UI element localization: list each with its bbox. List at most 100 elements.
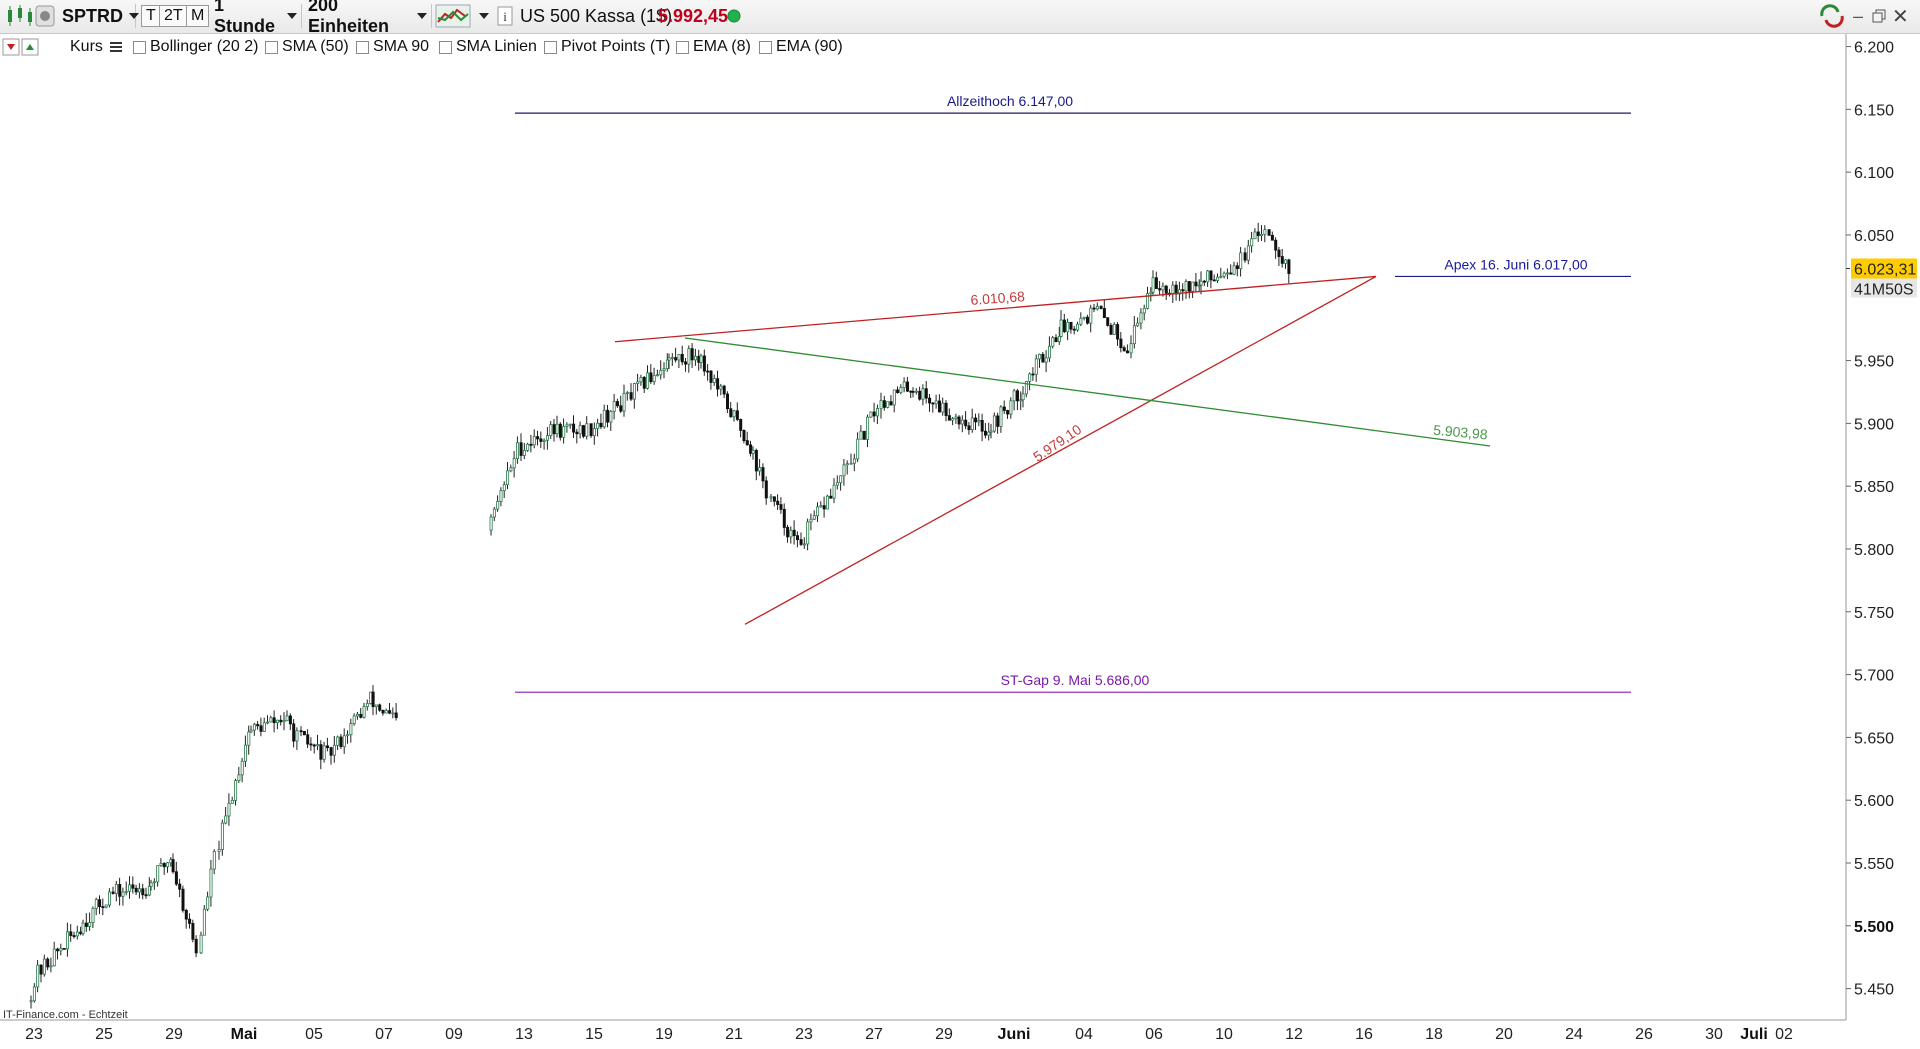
candle-body — [694, 355, 698, 361]
indicator-bollinger[interactable]: Bollinger (20 2) — [133, 37, 259, 57]
chart-settings-icon[interactable] — [34, 4, 56, 28]
indicator-ema-8[interactable]: EMA (8) — [676, 37, 751, 57]
candle-body — [754, 449, 758, 472]
x-tick-label: 20 — [1495, 1026, 1513, 1043]
candle-body — [240, 760, 244, 776]
candle-body — [931, 402, 935, 405]
candle-body — [656, 374, 660, 377]
candle-body — [131, 884, 135, 889]
interval-select[interactable]: 1 Stunde — [210, 0, 302, 36]
y-tick-label: 6.050 — [1854, 228, 1894, 245]
candle-body — [1109, 324, 1113, 335]
candle-body — [88, 922, 92, 927]
candle-body — [616, 401, 620, 407]
trend-line-label: 5.979,10 — [1030, 421, 1084, 465]
candle-body — [522, 449, 526, 456]
candle-body — [1002, 406, 1006, 411]
checkbox-icon[interactable] — [265, 40, 278, 54]
candle-body — [582, 425, 586, 437]
indicator-ema-90[interactable]: EMA (90) — [759, 37, 843, 57]
candle-body — [779, 504, 783, 510]
indicator-sma-90[interactable]: SMA 90 — [356, 37, 429, 57]
candle-body — [49, 965, 53, 968]
x-tick-label: 24 — [1565, 1026, 1583, 1043]
close-icon[interactable]: ✕ — [1892, 5, 1909, 28]
candle-body — [295, 730, 299, 742]
candle-body — [876, 408, 880, 417]
candle-body — [1181, 289, 1185, 292]
symbol-select[interactable]: SPTRD — [58, 4, 140, 28]
candle-body — [606, 409, 610, 423]
candle-body — [578, 425, 582, 435]
minimize-icon[interactable]: – — [1853, 5, 1864, 26]
y-tick-label: 6.200 — [1854, 40, 1894, 57]
checkbox-icon[interactable] — [439, 40, 452, 54]
checkbox-icon[interactable] — [133, 40, 146, 54]
candle-body — [632, 383, 636, 400]
list-icon[interactable] — [109, 37, 123, 57]
candle-body — [697, 355, 701, 363]
checkbox-icon[interactable] — [544, 40, 557, 54]
candle-body — [147, 886, 151, 896]
candle-body — [249, 729, 253, 733]
indicator-sma-50[interactable]: SMA (50) — [265, 37, 349, 57]
candle-body — [549, 424, 553, 437]
candle-body — [1232, 265, 1236, 275]
candle-body — [59, 948, 63, 952]
refresh-icon[interactable] — [1818, 4, 1846, 28]
candle-body — [262, 722, 266, 732]
candle-body — [1051, 337, 1055, 347]
candle-body — [32, 986, 36, 1002]
candle-body — [56, 948, 60, 952]
checkbox-icon[interactable] — [759, 40, 772, 54]
candle-body — [237, 774, 241, 781]
restore-icon[interactable] — [1872, 4, 1886, 28]
checkbox-icon[interactable] — [356, 40, 369, 54]
candle-body — [558, 423, 562, 438]
info-icon[interactable]: i — [497, 4, 513, 28]
timeframe-button-2t[interactable]: 2T — [159, 5, 188, 27]
chart-type-icon[interactable] — [4, 4, 42, 28]
x-tick-label: 19 — [655, 1026, 673, 1043]
candle-body — [832, 484, 836, 499]
y-tick-label: 5.800 — [1854, 542, 1894, 559]
candle-body — [1202, 280, 1206, 283]
timeframe-button-m[interactable]: M — [186, 5, 210, 27]
candle-body — [1270, 234, 1274, 241]
candle-body — [266, 721, 270, 724]
indicator-kurs[interactable]: Kurs — [70, 37, 103, 57]
checkbox-icon[interactable] — [676, 40, 689, 54]
candle-body — [914, 390, 918, 393]
candle-body — [1246, 245, 1250, 261]
x-tick-label: 07 — [375, 1026, 393, 1043]
candle-body — [243, 744, 247, 762]
indicator-menu-icon[interactable] — [435, 4, 471, 28]
indicator-pivot-points[interactable]: Pivot Points (T) — [544, 37, 670, 57]
candle-body — [589, 423, 593, 437]
units-select[interactable]: 200 Einheiten — [304, 0, 432, 36]
x-tick-label: Juli — [1740, 1026, 1768, 1043]
candle-body — [758, 467, 762, 472]
indicator-sma-linien[interactable]: SMA Linien — [439, 37, 537, 57]
indicator-menu-caret[interactable] — [473, 4, 489, 28]
candle-body — [292, 723, 296, 742]
candle-body — [506, 470, 510, 486]
candle-body — [992, 415, 996, 432]
candle-body — [722, 385, 726, 395]
candle-body — [1126, 350, 1130, 354]
candle-body — [156, 865, 160, 883]
candle-body — [1149, 291, 1153, 295]
candle-body — [819, 505, 823, 508]
horizontal-level-label: Apex 16. Juni 6.017,00 — [1444, 256, 1587, 272]
candle-body — [227, 802, 231, 817]
candle-body — [1038, 353, 1042, 360]
timeframe-button-t[interactable]: T — [141, 5, 161, 27]
y-tick-label: 6.150 — [1854, 102, 1894, 119]
add-chart-icon[interactable] — [2, 37, 40, 57]
candle-body — [866, 416, 870, 440]
candle-body — [899, 387, 903, 394]
candle-body — [316, 744, 320, 747]
candle-body — [642, 376, 646, 389]
candle-body — [181, 888, 185, 911]
